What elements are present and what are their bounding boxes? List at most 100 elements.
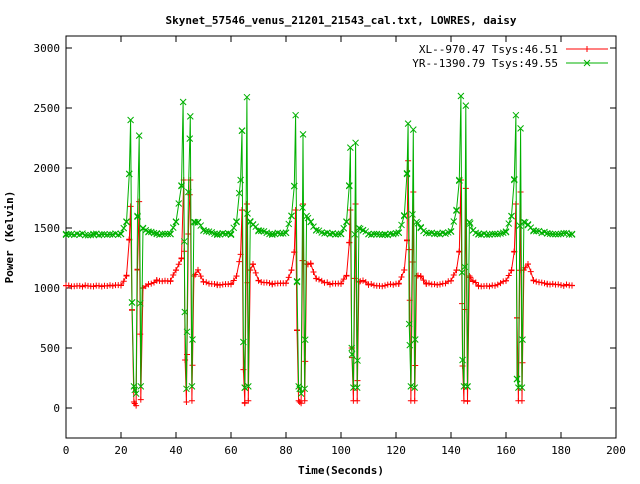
data-point (425, 229, 433, 237)
x-axis-label: Time(Seconds) (298, 464, 384, 477)
data-point (299, 204, 306, 211)
data-point (299, 131, 307, 138)
data-point (245, 397, 252, 404)
data-point (455, 176, 463, 184)
data-point (233, 273, 240, 279)
data-point (170, 271, 177, 278)
data-point (292, 111, 299, 119)
data-point (137, 383, 145, 390)
data-point (290, 182, 298, 190)
data-point (483, 231, 491, 239)
data-point (134, 212, 141, 220)
data-point (172, 218, 180, 226)
data-point (518, 397, 525, 404)
data-point (241, 384, 249, 391)
data-point (123, 218, 130, 226)
data-point (283, 280, 289, 287)
data-point (178, 182, 185, 190)
data-point (244, 383, 252, 390)
data-point (236, 258, 243, 265)
data-point (348, 344, 356, 352)
data-point (145, 281, 152, 288)
series-1 (63, 157, 575, 409)
series-layer (62, 92, 576, 409)
data-point (543, 230, 551, 237)
data-point (186, 135, 194, 142)
legend-marker (584, 46, 590, 52)
data-point (414, 219, 422, 227)
data-point (203, 279, 210, 286)
data-point (334, 230, 342, 238)
data-point (134, 213, 141, 221)
data-point (563, 281, 570, 288)
data-point (546, 230, 554, 238)
data-point (368, 281, 375, 288)
data-point (453, 267, 460, 273)
data-point (337, 230, 345, 238)
data-point (403, 170, 411, 178)
data-point (288, 212, 295, 220)
data-point (491, 230, 499, 238)
data-point (403, 169, 411, 177)
data-point (293, 277, 301, 285)
data-point (353, 384, 361, 391)
data-point (285, 274, 292, 281)
data-point (104, 283, 111, 290)
data-point (252, 223, 260, 231)
data-point (431, 281, 438, 288)
data-point (76, 282, 83, 289)
data-point (360, 277, 366, 284)
data-point (382, 282, 388, 289)
data-point (467, 274, 474, 281)
data-point (405, 320, 413, 328)
data-point (555, 281, 562, 288)
data-point (568, 230, 576, 238)
data-point (269, 281, 276, 288)
data-point (255, 277, 262, 284)
legend-label: XL--970.47 Tsys:46.51 (419, 43, 558, 56)
data-point (173, 267, 179, 273)
data-point (494, 281, 501, 288)
data-point (222, 230, 229, 238)
y-tick-label: 1500 (34, 222, 61, 235)
data-point (186, 113, 194, 120)
data-point (81, 231, 89, 239)
data-point (128, 299, 136, 306)
data-point (530, 227, 537, 235)
x-tick-label: 200 (606, 444, 626, 457)
data-point (252, 269, 259, 276)
data-point (517, 125, 524, 132)
data-point (395, 229, 403, 237)
data-point (96, 282, 102, 289)
data-point (90, 283, 97, 290)
data-point (426, 280, 432, 287)
data-point (233, 218, 240, 226)
data-point (310, 223, 317, 230)
data-point (533, 278, 540, 285)
data-point (552, 230, 559, 238)
data-point (466, 273, 473, 279)
data-point (411, 397, 418, 404)
data-point (103, 231, 111, 239)
y-tick-label: 2500 (34, 102, 61, 115)
data-point (123, 273, 130, 279)
data-point (312, 227, 320, 234)
data-point (131, 386, 139, 394)
data-point (508, 267, 515, 273)
data-point (228, 281, 234, 288)
data-point (238, 127, 246, 135)
data-point (390, 281, 397, 288)
chart-title: Skynet_57546_venus_21201_21543_cal.txt, … (166, 14, 517, 27)
data-point (98, 231, 106, 238)
data-point (213, 230, 221, 238)
data-point (400, 212, 408, 220)
data-point (266, 280, 273, 287)
data-point (327, 281, 333, 288)
data-point (313, 275, 320, 282)
data-point (109, 282, 116, 289)
data-point (241, 400, 248, 407)
data-point (62, 230, 70, 238)
data-point (230, 277, 237, 284)
data-point (180, 238, 188, 245)
data-point (379, 283, 386, 290)
